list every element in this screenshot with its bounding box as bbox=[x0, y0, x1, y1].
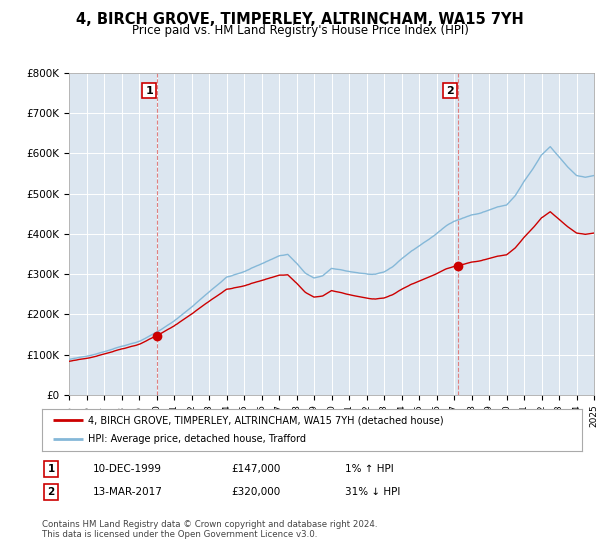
Text: 13-MAR-2017: 13-MAR-2017 bbox=[93, 487, 163, 497]
Text: 1% ↑ HPI: 1% ↑ HPI bbox=[345, 464, 394, 474]
Text: Price paid vs. HM Land Registry's House Price Index (HPI): Price paid vs. HM Land Registry's House … bbox=[131, 24, 469, 37]
Text: 1: 1 bbox=[145, 86, 153, 96]
Text: £320,000: £320,000 bbox=[231, 487, 280, 497]
Text: 4, BIRCH GROVE, TIMPERLEY, ALTRINCHAM, WA15 7YH: 4, BIRCH GROVE, TIMPERLEY, ALTRINCHAM, W… bbox=[76, 12, 524, 27]
Text: 4, BIRCH GROVE, TIMPERLEY, ALTRINCHAM, WA15 7YH (detached house): 4, BIRCH GROVE, TIMPERLEY, ALTRINCHAM, W… bbox=[88, 415, 443, 425]
Text: 2: 2 bbox=[446, 86, 454, 96]
Text: 31% ↓ HPI: 31% ↓ HPI bbox=[345, 487, 400, 497]
Text: Contains HM Land Registry data © Crown copyright and database right 2024.
This d: Contains HM Land Registry data © Crown c… bbox=[42, 520, 377, 539]
Text: HPI: Average price, detached house, Trafford: HPI: Average price, detached house, Traf… bbox=[88, 435, 306, 445]
Text: £147,000: £147,000 bbox=[231, 464, 280, 474]
Text: 10-DEC-1999: 10-DEC-1999 bbox=[93, 464, 162, 474]
Text: 1: 1 bbox=[47, 464, 55, 474]
Text: 2: 2 bbox=[47, 487, 55, 497]
